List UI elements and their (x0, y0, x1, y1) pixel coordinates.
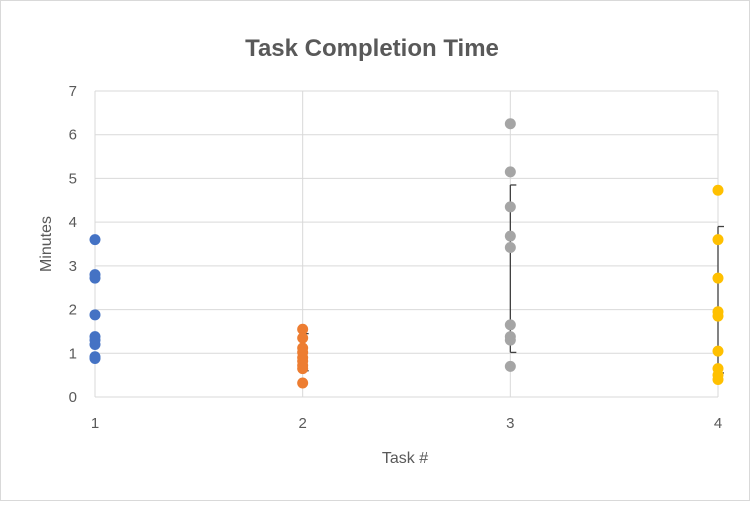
y-tick-label: 2 (69, 302, 77, 319)
y-tick-labels: 0 1 2 3 4 5 6 7 (69, 83, 77, 406)
x-tick-labels: 1 2 3 4 (91, 415, 722, 432)
data-point (89, 353, 101, 365)
y-tick-label: 3 (69, 258, 77, 275)
y-tick-label: 7 (69, 83, 77, 100)
y-tick-label: 5 (69, 170, 77, 187)
data-point (504, 360, 516, 372)
data-point (89, 309, 101, 321)
data-point (297, 363, 309, 375)
data-point (297, 323, 309, 335)
data-point (712, 374, 724, 386)
grid (94, 90, 719, 398)
data-point (504, 319, 516, 331)
data-point (504, 334, 516, 346)
data-point (712, 184, 724, 196)
chart-title: Task Completion Time (245, 35, 499, 62)
x-tick-label: 4 (714, 415, 722, 432)
y-axis-label: Minutes (38, 216, 55, 272)
x-tick-label: 3 (506, 415, 514, 432)
data-point (712, 272, 724, 284)
data-point (504, 241, 516, 253)
data-point (504, 166, 516, 178)
data-point (297, 377, 309, 389)
data-points (89, 118, 724, 389)
x-axis-label: Task # (382, 450, 428, 467)
data-point (89, 234, 101, 246)
data-point (89, 339, 101, 351)
y-tick-label: 1 (69, 345, 77, 362)
data-point (504, 201, 516, 213)
y-tick-label: 6 (69, 127, 77, 144)
data-point (297, 332, 309, 344)
x-tick-label: 1 (91, 415, 99, 432)
data-point (504, 230, 516, 242)
y-tick-label: 4 (69, 214, 77, 231)
y-tick-label: 0 (69, 389, 77, 406)
data-point (712, 345, 724, 357)
data-point (504, 118, 516, 130)
x-tick-label: 2 (298, 415, 306, 432)
data-point (712, 234, 724, 246)
data-point (89, 272, 101, 284)
data-point (712, 310, 724, 322)
